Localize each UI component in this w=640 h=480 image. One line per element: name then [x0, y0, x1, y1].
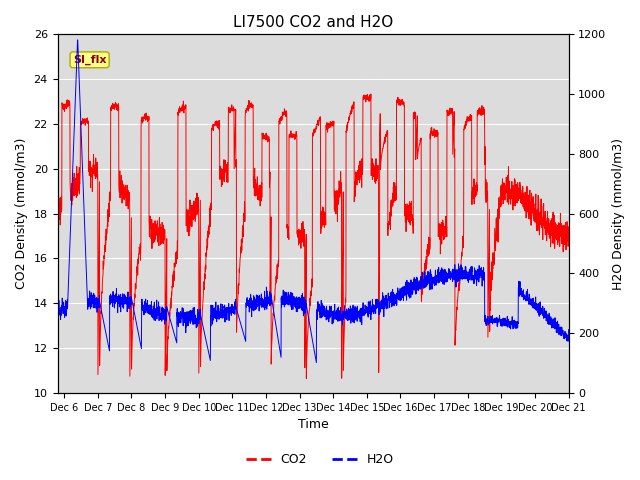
Y-axis label: H2O Density (mmol/m3): H2O Density (mmol/m3)	[612, 138, 625, 289]
Title: LI7500 CO2 and H2O: LI7500 CO2 and H2O	[233, 15, 393, 30]
X-axis label: Time: Time	[298, 419, 328, 432]
Text: SI_flx: SI_flx	[73, 55, 106, 65]
Y-axis label: CO2 Density (mmol/m3): CO2 Density (mmol/m3)	[15, 138, 28, 289]
Legend: CO2, H2O: CO2, H2O	[241, 448, 399, 471]
